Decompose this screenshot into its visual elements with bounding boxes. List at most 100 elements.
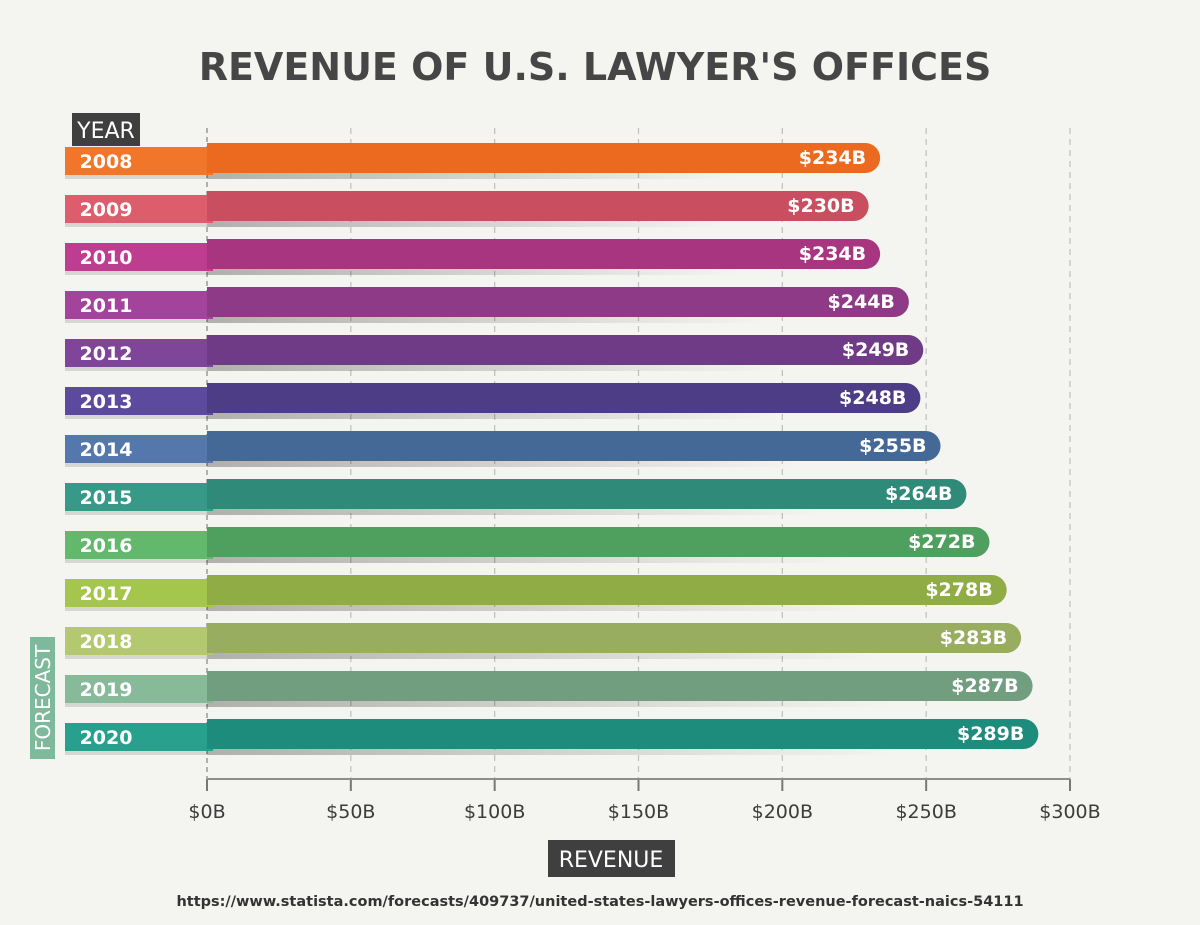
x-tick-label: $0B <box>188 801 225 823</box>
bar-shadow <box>207 173 741 179</box>
year-tab <box>65 675 213 703</box>
year-label: 2014 <box>80 439 133 461</box>
year-tab-shadow <box>65 415 207 419</box>
bar <box>207 383 921 413</box>
bar <box>207 335 924 365</box>
bar-row: 2013 $248B <box>65 383 921 419</box>
year-tab <box>65 291 213 319</box>
bar <box>207 527 990 557</box>
y-axis-title-box: YEAR <box>72 113 140 146</box>
bar-row: 2009 $230B <box>65 191 869 227</box>
year-label: 2017 <box>80 583 133 605</box>
x-axis: $0B $50B $100B $150B $200B $250B $300B <box>188 778 1101 823</box>
year-tab <box>65 579 213 607</box>
bar-row: 2008 $234B <box>65 143 881 179</box>
year-tab-shadow <box>65 703 207 707</box>
year-label: 2008 <box>80 151 133 173</box>
year-tab-shadow <box>65 271 207 275</box>
year-label: 2009 <box>80 199 133 221</box>
bar <box>207 431 941 461</box>
year-tab-shadow <box>65 607 207 611</box>
bar-shadow <box>207 317 769 323</box>
bar <box>207 671 1033 701</box>
year-label: 2010 <box>80 247 133 269</box>
x-tick-label: $250B <box>895 801 956 823</box>
year-tab <box>65 483 213 511</box>
bar-value-label: $244B <box>828 291 895 313</box>
bar-value-label: $272B <box>908 531 975 553</box>
year-label: 2018 <box>80 631 133 653</box>
x-tick-label: $50B <box>326 801 375 823</box>
bar-shadow <box>207 749 899 755</box>
bar <box>207 191 869 221</box>
bar-row: 2015 $264B <box>65 479 967 515</box>
bar-row: 2016 $272B <box>65 527 990 563</box>
bar-shadow <box>207 269 741 275</box>
bar-value-label: $283B <box>940 627 1007 649</box>
bar <box>207 479 967 509</box>
bar-row: 2019 $287B <box>65 671 1033 707</box>
forecast-label-box: FORECAST <box>30 637 55 759</box>
bar-value-label: $278B <box>925 579 992 601</box>
year-label: 2012 <box>80 343 133 365</box>
bar-shadow <box>207 701 893 707</box>
bar <box>207 575 1007 605</box>
bar-value-label: $230B <box>787 195 854 217</box>
bar-shadow <box>207 653 882 659</box>
year-label: 2011 <box>80 295 133 317</box>
bar <box>207 239 881 269</box>
forecast-label: FORECAST <box>31 644 55 751</box>
year-label: 2020 <box>80 727 133 749</box>
year-tab <box>65 243 213 271</box>
bar-row: 2012 $249B <box>65 335 924 371</box>
bar-shadow <box>207 461 801 467</box>
bar-value-label: $234B <box>799 243 866 265</box>
year-label: 2016 <box>80 535 133 557</box>
bar-shadow <box>207 413 781 419</box>
bar-row: 2018 $283B <box>65 623 1022 659</box>
bar-shadow <box>207 365 784 371</box>
bar-shadow <box>207 557 850 563</box>
bar <box>207 719 1039 749</box>
year-tab <box>65 339 213 367</box>
x-axis-title: REVENUE <box>559 848 664 873</box>
x-tick-label: $200B <box>752 801 813 823</box>
chart-title: REVENUE OF U.S. LAWYER'S OFFICES <box>199 45 992 89</box>
bar-shadow <box>207 221 729 227</box>
bar-row: 2014 $255B <box>65 431 941 467</box>
year-label: 2019 <box>80 679 133 701</box>
bar <box>207 287 909 317</box>
bar-value-label: $248B <box>839 387 906 409</box>
x-tick-label: $100B <box>464 801 525 823</box>
x-axis-title-box: REVENUE <box>548 840 675 877</box>
bar-value-label: $289B <box>957 723 1024 745</box>
year-tab-shadow <box>65 319 207 323</box>
year-tab-shadow <box>65 463 207 467</box>
year-label: 2013 <box>80 391 133 413</box>
bar-row: 2020 $289B <box>65 719 1039 755</box>
year-tab-shadow <box>65 559 207 563</box>
year-tab-shadow <box>65 223 207 227</box>
year-tab-shadow <box>65 511 207 515</box>
year-tab-shadow <box>65 367 207 371</box>
x-tick-label: $150B <box>608 801 669 823</box>
y-axis-title: YEAR <box>76 119 135 144</box>
bar-value-label: $249B <box>842 339 909 361</box>
bar-shadow <box>207 509 827 515</box>
year-tab <box>65 723 213 751</box>
bar-row: 2010 $234B <box>65 239 881 275</box>
bar-value-label: $234B <box>799 147 866 169</box>
bar <box>207 623 1022 653</box>
bars: 2008 $234B 2009 $230B 2010 $234B 2011 $244B 2012… <box>65 143 1039 755</box>
x-tick-label: $300B <box>1039 801 1100 823</box>
year-tab-shadow <box>65 751 207 755</box>
year-tab-shadow <box>65 175 207 179</box>
year-tab <box>65 195 213 223</box>
year-tab <box>65 435 213 463</box>
year-tab <box>65 147 213 175</box>
year-tab <box>65 531 213 559</box>
bar-row: 2011 $244B <box>65 287 909 323</box>
bar-row: 2017 $278B <box>65 575 1007 611</box>
bar-value-label: $255B <box>859 435 926 457</box>
bar <box>207 143 881 173</box>
